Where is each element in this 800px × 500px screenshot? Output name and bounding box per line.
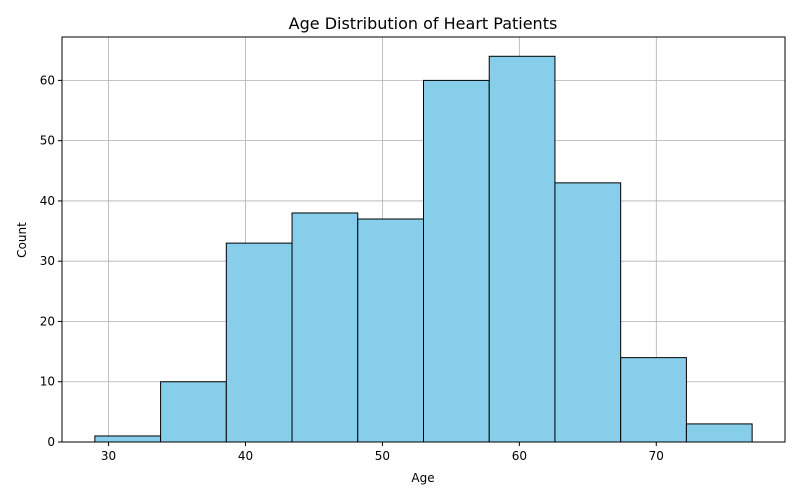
histogram-bar — [225, 242, 293, 443]
histogram-bar — [291, 212, 359, 443]
histogram-bar — [620, 357, 687, 443]
histogram-bar — [423, 79, 490, 443]
y-axis-label: Count — [15, 222, 29, 258]
histogram-bar — [554, 182, 622, 443]
x-tick-label: 70 — [649, 449, 664, 463]
x-tick-label: 40 — [238, 449, 253, 463]
histogram-bars — [94, 55, 753, 443]
histogram-bar — [685, 423, 753, 443]
histogram-bar — [357, 218, 425, 443]
y-tick-label: 60 — [40, 73, 55, 87]
plot-frame — [61, 36, 786, 443]
y-tick-label: 0 — [47, 435, 55, 449]
x-axis-label: Age — [411, 471, 434, 485]
axis-ticks: 30 40 50 60 70 0 10 20 30 40 50 60 — [40, 73, 664, 463]
histogram-bar — [488, 55, 556, 443]
y-tick-label: 10 — [40, 375, 55, 389]
chart-title: Age Distribution of Heart Patients — [289, 14, 558, 33]
x-tick-label: 50 — [375, 449, 390, 463]
y-tick-label: 30 — [40, 254, 55, 268]
histogram-bar — [94, 435, 162, 443]
histogram-bar — [160, 381, 227, 443]
x-tick-label: 60 — [512, 449, 527, 463]
x-tick-label: 30 — [101, 449, 116, 463]
y-tick-label: 40 — [40, 194, 55, 208]
plot-border — [61, 36, 786, 443]
y-tick-label: 50 — [40, 134, 55, 148]
y-tick-label: 20 — [40, 314, 55, 328]
